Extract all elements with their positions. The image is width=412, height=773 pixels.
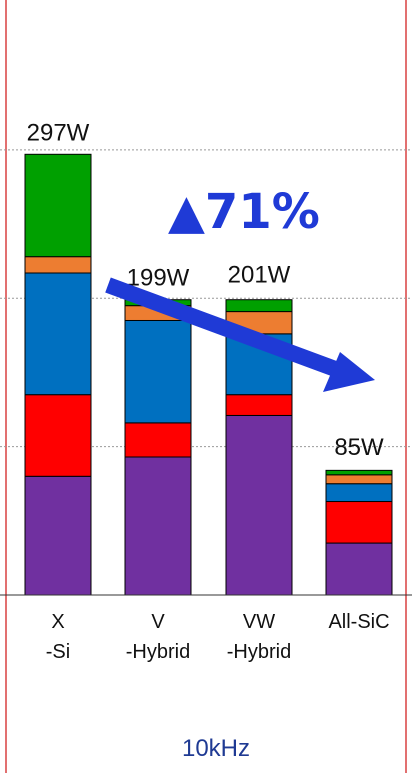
bar-segment	[225, 414, 293, 596]
bar-segment	[124, 319, 192, 424]
bar-total-label: 199W	[127, 265, 190, 292]
bar-segment	[24, 272, 92, 396]
bar-total-label: 297W	[27, 119, 90, 146]
bar-segment	[325, 469, 393, 476]
arrow-shaft	[105, 277, 341, 378]
category-label: VW	[243, 611, 275, 633]
bar-segment	[24, 153, 92, 258]
category-label: All-SiC	[328, 611, 389, 633]
category-labels: X -Si V -Hybrid VW -Hybrid All-SiC	[46, 611, 390, 663]
reduction-arrow	[105, 277, 375, 392]
category-label: V	[151, 611, 165, 633]
category-label: -Hybrid	[227, 641, 291, 663]
category-label: X	[51, 611, 64, 633]
x-axis-label: 10kHz	[182, 735, 250, 762]
bar-segment	[225, 394, 293, 416]
bar-segment	[325, 501, 393, 544]
bar-total-label: 201W	[228, 262, 291, 289]
bar-segment	[325, 474, 393, 485]
bar-segment	[24, 394, 92, 477]
category-label: -Si	[46, 641, 70, 663]
bar-segment	[24, 256, 92, 274]
bar-segment	[225, 299, 293, 313]
category-label: -Hybrid	[126, 641, 190, 663]
arrow-head	[323, 352, 375, 392]
bar-segment	[325, 483, 393, 503]
bar-segment	[124, 422, 192, 458]
bar-segment	[24, 475, 92, 596]
reduction-annotation: ▲71%	[168, 184, 320, 240]
total-labels: 297W 199W 201W 85W	[27, 119, 384, 461]
bar-segment	[124, 456, 192, 596]
bar-segment	[325, 542, 393, 596]
bar-total-label: 85W	[334, 434, 384, 461]
